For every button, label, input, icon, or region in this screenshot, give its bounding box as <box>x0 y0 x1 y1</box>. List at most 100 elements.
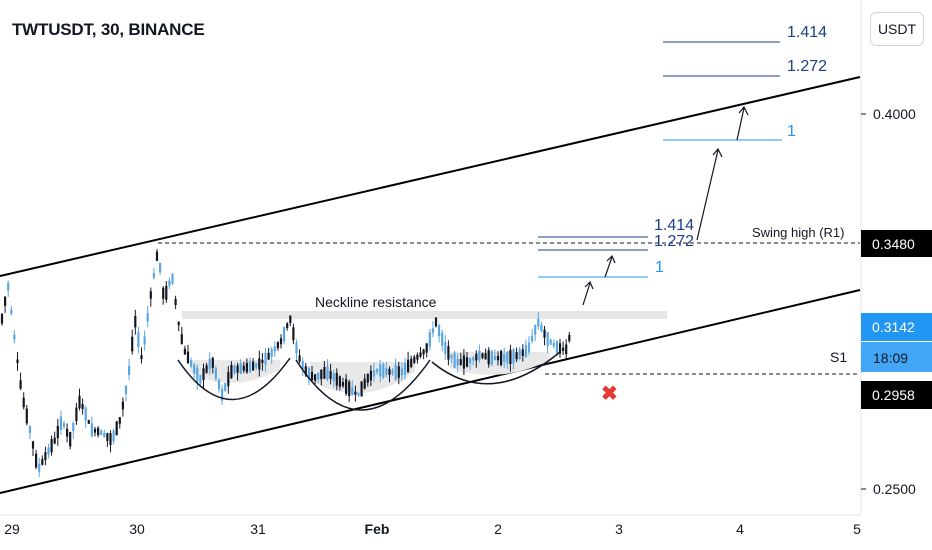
fib-small-1-label: 1 <box>655 259 664 276</box>
candle-body-162 <box>503 353 506 362</box>
candle-body-46 <box>143 336 146 345</box>
candle-body-62 <box>193 364 196 374</box>
candle-body-136 <box>422 349 425 355</box>
arrow-3-head <box>712 147 723 158</box>
arrow-4-head <box>738 105 749 116</box>
candle-body-72 <box>224 383 227 391</box>
arrow-3-shaft <box>696 149 719 241</box>
candle-body-69 <box>214 368 217 379</box>
fib-large-1272-label: 1.272 <box>787 58 827 75</box>
candle-body-24 <box>75 407 78 422</box>
candle-body-42 <box>131 336 134 352</box>
candle-body-99 <box>307 367 310 380</box>
candle-body-15 <box>47 447 50 455</box>
neckline-label: Neckline resistance <box>315 294 437 310</box>
candle-body-68 <box>211 357 214 368</box>
candle-body-20 <box>62 423 66 427</box>
candle-body-61 <box>190 360 193 367</box>
candle-body-160 <box>496 355 500 361</box>
candle-body-85 <box>264 352 267 365</box>
candle-body-65 <box>202 368 205 381</box>
candle-body-110 <box>341 381 345 387</box>
candle-body-96 <box>298 355 301 362</box>
cup-curve-1 <box>177 357 291 401</box>
candle-body-78 <box>242 365 245 371</box>
fib-large-1414-label: 1.414 <box>787 24 827 41</box>
candle-body-7 <box>22 397 25 408</box>
candle-body-22 <box>69 431 72 447</box>
x-tick-label-5: 3 <box>615 521 623 537</box>
price-tag-swing-high <box>861 230 932 257</box>
candle-body-43 <box>134 315 137 328</box>
candle-body-123 <box>382 364 385 378</box>
candle-body-21 <box>66 428 69 437</box>
channel-lower-line <box>0 289 861 494</box>
candle-body-118 <box>366 373 369 383</box>
candle-body-144 <box>447 346 450 360</box>
candle-body-18 <box>56 425 59 439</box>
candle-body-66 <box>205 365 208 373</box>
candlestick-series <box>0 249 571 477</box>
candle-body-141 <box>438 325 441 337</box>
candle-body-34 <box>106 432 109 441</box>
chart-title: TWTUSDT, 30, BINANCE <box>12 20 205 39</box>
candle-body-31 <box>97 427 100 436</box>
candle-body-146 <box>453 352 456 368</box>
candle-body-121 <box>376 369 379 373</box>
candle-body-171 <box>531 335 534 342</box>
y-tick-label-1: 0.2500 <box>873 481 916 497</box>
candle-body-176 <box>546 332 549 347</box>
candle-body-100 <box>310 372 314 381</box>
cup-curve-2 <box>295 359 431 411</box>
candle-body-170 <box>527 342 531 352</box>
candle-body-45 <box>140 355 143 360</box>
candle-body-3 <box>10 309 13 314</box>
candle-body-48 <box>149 291 152 299</box>
candle-body-89 <box>276 342 279 349</box>
candle-body-147 <box>456 358 459 366</box>
candle-body-77 <box>239 363 242 374</box>
candle-body-152 <box>472 357 475 361</box>
candle-body-87 <box>270 349 273 357</box>
candle-body-139 <box>431 328 434 334</box>
candle-body-95 <box>295 342 298 354</box>
candle-body-179 <box>555 341 558 354</box>
candle-body-133 <box>413 356 416 363</box>
fib-small-1272-label: 1.272 <box>654 233 694 250</box>
candle-body-140 <box>434 317 438 327</box>
candle-body-84 <box>261 359 264 363</box>
candle-body-11 <box>35 453 38 468</box>
candle-body-73 <box>227 372 230 387</box>
candle-body-4 <box>13 334 16 340</box>
candle-body-106 <box>329 371 332 379</box>
x-tick-label-1: 30 <box>129 521 145 537</box>
candle-body-150 <box>465 357 469 367</box>
candle-body-17 <box>53 437 56 444</box>
candle-body-88 <box>273 346 276 352</box>
candle-body-129 <box>400 368 403 376</box>
swing-high-label: Swing high (R1) <box>752 225 845 240</box>
candle-body-115 <box>357 392 360 396</box>
candle-body-161 <box>500 350 503 366</box>
candle-body-25 <box>78 395 81 409</box>
candle-body-153 <box>475 353 478 361</box>
candle-body-12 <box>38 463 41 472</box>
candle-body-49 <box>152 273 155 279</box>
candle-body-53 <box>165 285 168 300</box>
candle-body-138 <box>428 332 431 347</box>
x-tick-label-3: Feb <box>365 521 390 537</box>
candle-body-81 <box>252 361 255 371</box>
candle-body-157 <box>487 350 490 365</box>
x-tick-label-6: 4 <box>736 521 744 537</box>
currency-unit-button[interactable]: USDT <box>870 12 924 46</box>
candle-body-40 <box>124 385 128 395</box>
candle-body-165 <box>512 349 515 364</box>
candle-body-92 <box>286 323 289 329</box>
candle-body-167 <box>518 349 521 360</box>
candle-body-60 <box>186 351 190 364</box>
candle-body-174 <box>540 325 543 332</box>
candle-body-93 <box>289 315 292 323</box>
candle-body-86 <box>267 352 270 360</box>
candle-body-109 <box>338 376 341 387</box>
